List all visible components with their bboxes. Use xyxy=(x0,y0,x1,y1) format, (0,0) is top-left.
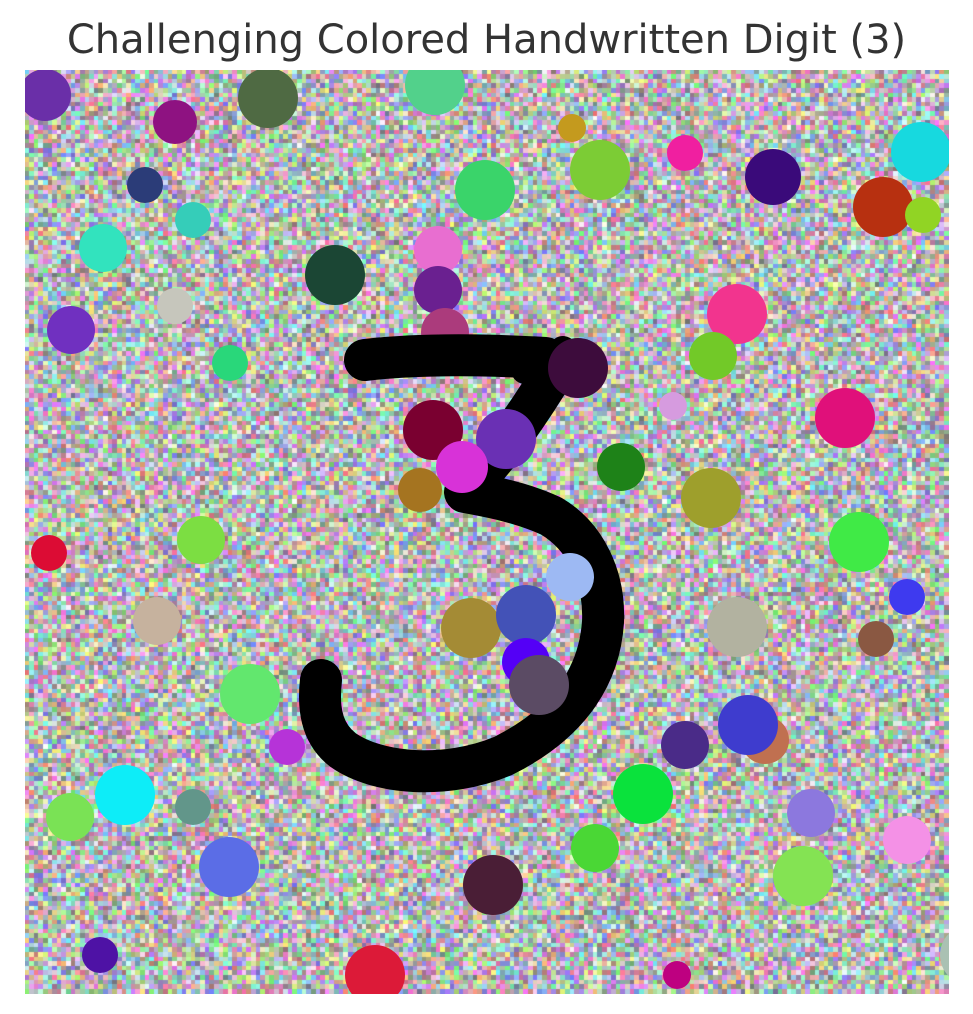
color-blob xyxy=(509,655,569,715)
color-blob xyxy=(47,306,95,354)
color-blob xyxy=(305,245,365,305)
color-blob xyxy=(597,443,645,491)
color-blob xyxy=(175,202,211,238)
color-blob xyxy=(269,729,305,765)
color-blob xyxy=(613,764,673,824)
digit-image-overlay xyxy=(25,70,949,994)
color-blob xyxy=(667,135,703,171)
color-blob xyxy=(177,516,225,564)
color-blob xyxy=(891,122,949,182)
color-blob xyxy=(414,226,462,274)
color-blob xyxy=(238,70,298,128)
color-blob xyxy=(853,177,913,237)
color-blobs-back xyxy=(25,70,949,994)
color-blob xyxy=(25,70,71,121)
color-blob xyxy=(455,160,515,220)
color-blob xyxy=(345,945,405,994)
color-blob xyxy=(403,400,463,460)
color-blob xyxy=(496,585,556,645)
color-blob xyxy=(905,197,941,233)
color-blob xyxy=(681,468,741,528)
color-blob xyxy=(220,664,280,724)
color-blobs-front xyxy=(398,338,645,715)
color-blob xyxy=(199,837,259,897)
color-blob xyxy=(707,597,767,657)
color-blob xyxy=(133,597,181,645)
color-blob xyxy=(889,579,925,615)
color-blob xyxy=(858,621,894,657)
color-blob xyxy=(436,441,488,493)
color-blob xyxy=(127,167,163,203)
color-blob xyxy=(558,114,586,142)
color-blob xyxy=(414,266,462,314)
color-blob xyxy=(570,140,630,200)
color-blob xyxy=(659,392,687,420)
color-blob xyxy=(95,765,155,825)
color-blob xyxy=(829,512,889,572)
color-blob xyxy=(773,846,833,906)
figure-title: Challenging Colored Handwritten Digit (3… xyxy=(66,17,907,63)
color-blob xyxy=(398,468,442,512)
color-blob xyxy=(79,224,127,272)
color-blob xyxy=(441,598,501,658)
color-blob xyxy=(546,553,594,601)
color-blob xyxy=(815,388,875,448)
color-blob xyxy=(663,961,691,989)
color-blob xyxy=(175,789,211,825)
color-blob xyxy=(46,793,94,841)
color-blob xyxy=(31,535,67,571)
color-blob xyxy=(153,100,197,144)
color-blob xyxy=(571,824,619,872)
color-blob xyxy=(157,288,193,324)
color-blob xyxy=(745,149,801,205)
color-blob xyxy=(718,695,778,755)
color-blob xyxy=(212,345,248,381)
color-blob xyxy=(548,338,608,398)
color-blob xyxy=(82,937,118,973)
color-blob xyxy=(940,933,949,977)
color-blob xyxy=(463,855,523,915)
color-blob xyxy=(405,70,465,115)
color-blob xyxy=(787,789,835,837)
color-blob xyxy=(707,284,767,344)
color-blob xyxy=(883,816,931,864)
color-blob xyxy=(476,409,536,469)
color-blob xyxy=(661,721,709,769)
noisy-digit-image xyxy=(25,70,949,994)
color-blob xyxy=(689,332,737,380)
